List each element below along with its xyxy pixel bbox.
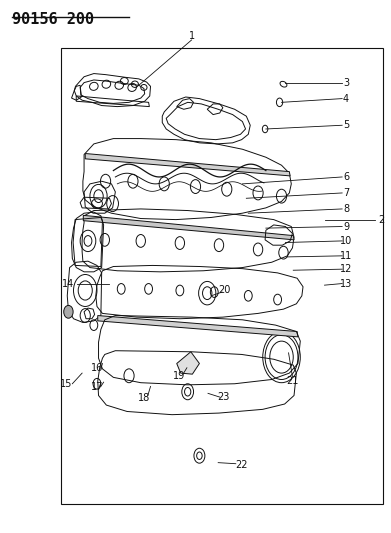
Text: 3: 3 xyxy=(343,78,349,87)
Text: 14: 14 xyxy=(62,279,75,288)
Polygon shape xyxy=(98,316,298,337)
Bar xyxy=(61,48,383,504)
Polygon shape xyxy=(177,352,199,374)
Text: 19: 19 xyxy=(173,371,185,381)
Text: 90156 200: 90156 200 xyxy=(12,12,94,27)
Text: 8: 8 xyxy=(343,204,349,214)
Text: 18: 18 xyxy=(138,393,150,403)
Text: 11: 11 xyxy=(340,251,352,261)
Text: 21: 21 xyxy=(286,376,299,386)
Text: 4: 4 xyxy=(343,94,349,103)
Text: 5: 5 xyxy=(343,120,349,130)
Text: 15: 15 xyxy=(59,379,72,389)
Text: 2: 2 xyxy=(378,215,384,224)
Text: 7: 7 xyxy=(343,188,349,198)
Text: 1: 1 xyxy=(188,31,195,41)
Text: 12: 12 xyxy=(340,264,352,274)
Text: 13: 13 xyxy=(340,279,352,288)
Text: 9: 9 xyxy=(343,222,349,231)
Text: 20: 20 xyxy=(219,286,231,295)
Text: 10: 10 xyxy=(340,236,352,246)
Polygon shape xyxy=(85,154,290,176)
Text: 6: 6 xyxy=(343,172,349,182)
Text: 22: 22 xyxy=(235,460,248,470)
Text: 17: 17 xyxy=(91,383,103,392)
Text: 16: 16 xyxy=(91,363,103,373)
Polygon shape xyxy=(83,215,294,240)
Text: 23: 23 xyxy=(217,392,230,402)
Circle shape xyxy=(64,305,73,318)
